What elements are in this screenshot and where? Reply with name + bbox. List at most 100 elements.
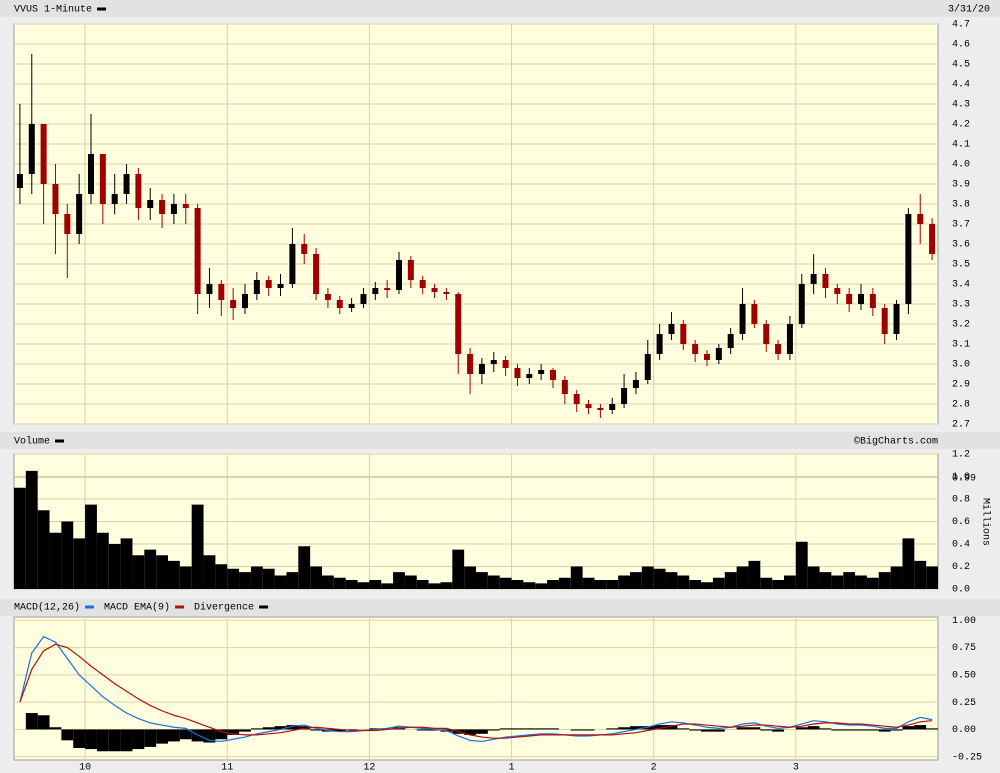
volume-bar xyxy=(843,572,856,589)
x-tick-label: 1 xyxy=(509,763,515,773)
y-tick-label: 4.5 xyxy=(952,60,970,71)
divergence-bar xyxy=(108,729,121,752)
volume-bar xyxy=(191,504,204,589)
y-tick-label: 3.8 xyxy=(952,200,970,211)
divergence-bar xyxy=(748,727,761,730)
volume-bar xyxy=(85,504,97,589)
divergence-bar xyxy=(487,729,500,731)
candle-body xyxy=(538,370,545,374)
divergence-bar xyxy=(831,729,844,731)
divergence-bar xyxy=(168,729,180,742)
volume-bar xyxy=(61,521,74,589)
divergence-bar xyxy=(73,729,86,748)
legend-swatch xyxy=(85,605,95,609)
volume-bar xyxy=(855,575,867,589)
divergence-bar xyxy=(819,728,832,730)
divergence-bar xyxy=(464,729,476,735)
candle-body xyxy=(917,214,924,224)
candle-body xyxy=(763,324,770,344)
legend-label: MACD EMA(9) xyxy=(104,602,170,614)
candle-body xyxy=(775,344,782,354)
candle-body xyxy=(88,154,94,194)
divergence-bar xyxy=(523,728,536,730)
volume-bar xyxy=(890,566,903,589)
divergence-bar xyxy=(274,726,287,730)
volume-bar xyxy=(547,580,559,589)
candle-body xyxy=(242,294,248,308)
candle-body xyxy=(206,284,213,294)
divergence-bar xyxy=(677,728,690,730)
candle-body xyxy=(396,260,402,290)
candle-body xyxy=(372,288,379,294)
volume-bar xyxy=(476,572,488,589)
candle-body xyxy=(289,244,296,284)
x-tick-label: 11 xyxy=(221,763,233,773)
divergence-bar xyxy=(630,726,642,730)
volume-bar xyxy=(25,470,38,589)
y-tick-label: 3.6 xyxy=(952,240,970,251)
volume-bar xyxy=(902,538,915,589)
divergence-bar xyxy=(689,729,702,731)
divergence-bar xyxy=(547,728,559,730)
candle-body xyxy=(644,354,651,380)
divergence-bar xyxy=(570,729,583,731)
candle-body xyxy=(230,300,237,308)
candle-body xyxy=(715,348,722,360)
y-tick-label: 3.0 xyxy=(952,360,970,371)
divergence-bar xyxy=(156,729,168,744)
candle-body xyxy=(893,304,900,334)
candle-body xyxy=(502,360,509,368)
candle-body xyxy=(111,194,118,204)
volume-bar xyxy=(49,532,62,589)
divergence-bar xyxy=(665,725,678,730)
header-strip xyxy=(0,0,1000,17)
y-tick-label: 3.1 xyxy=(952,340,970,351)
candle-body xyxy=(881,308,888,334)
divergence-bar xyxy=(926,728,938,730)
y-tick-label: 1.00 xyxy=(952,616,976,627)
divergence-bar xyxy=(144,729,157,747)
volume-bar xyxy=(665,572,678,589)
volume-bar xyxy=(487,575,500,589)
divergence-bar xyxy=(25,713,38,730)
candle-body xyxy=(869,294,876,308)
candle-body xyxy=(490,360,497,364)
panel-title: Volume xyxy=(14,436,50,448)
candle-body xyxy=(407,260,414,280)
divergence-bar xyxy=(618,727,630,730)
divergence-bar xyxy=(760,729,773,731)
divergence-bar xyxy=(61,729,74,741)
volume-bar xyxy=(558,577,571,589)
candle-body xyxy=(621,388,628,404)
candle-body xyxy=(467,354,474,374)
volume-bar xyxy=(286,572,299,589)
divergence-bar xyxy=(96,729,109,752)
candle-body xyxy=(656,334,663,354)
divergence-bar xyxy=(855,729,867,731)
x-tick-label: 3 xyxy=(793,763,799,773)
divergence-bar xyxy=(807,726,820,730)
y-axis-label: Millions xyxy=(979,498,991,546)
header-strip xyxy=(0,432,1000,449)
volume-bar xyxy=(428,583,441,589)
candle-body xyxy=(929,224,936,254)
volume-bar xyxy=(227,568,240,589)
macd-line xyxy=(19,643,933,739)
candle-body xyxy=(76,194,83,234)
divergence-bar xyxy=(736,727,749,730)
volume-bar xyxy=(393,572,405,589)
candle-body xyxy=(786,324,793,354)
y-tick-label: 0.50 xyxy=(952,670,976,681)
divergence-bar xyxy=(476,729,488,734)
volume-bar xyxy=(795,541,808,589)
y-tick-label: 0.4 xyxy=(952,540,970,551)
volume-bar xyxy=(73,538,86,589)
candle-body xyxy=(265,280,272,288)
volume-bar xyxy=(203,555,216,589)
volume-bar xyxy=(689,580,702,589)
y-tick-label: 2.9 xyxy=(952,380,970,391)
divergence-bar xyxy=(795,727,808,730)
volume-bar xyxy=(523,582,536,589)
volume-bar xyxy=(274,575,287,589)
